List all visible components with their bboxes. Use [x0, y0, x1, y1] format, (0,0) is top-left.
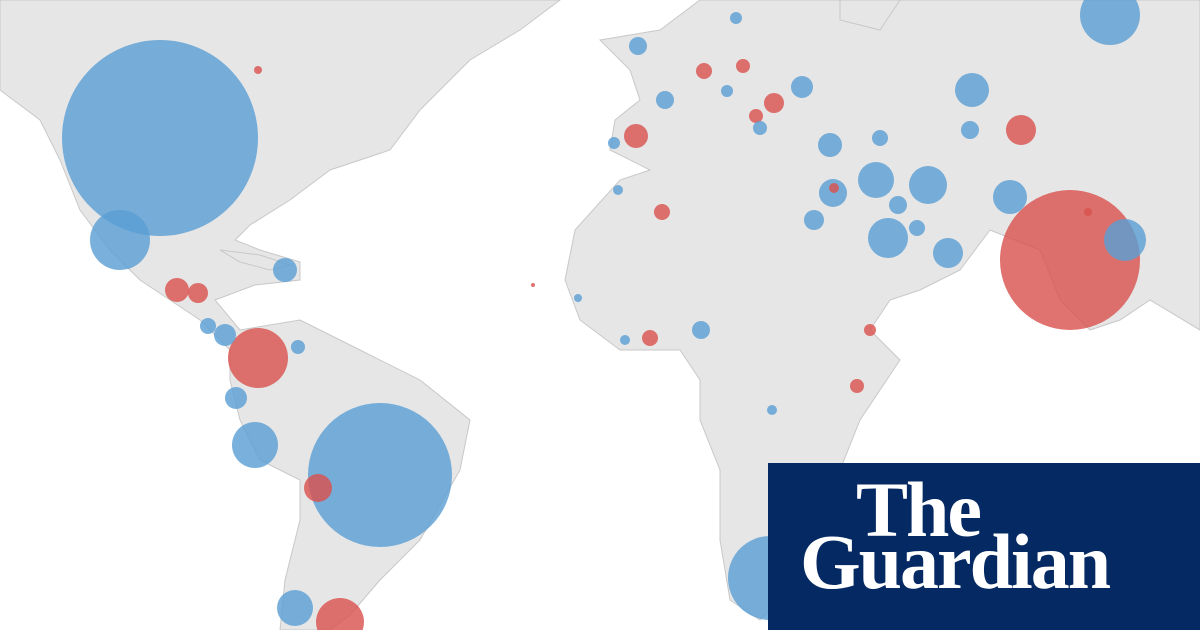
bubble	[955, 73, 989, 107]
bubble	[696, 63, 712, 79]
bubble	[620, 335, 630, 345]
bubble	[818, 133, 842, 157]
bubble	[1080, 0, 1140, 45]
bubble	[308, 403, 452, 547]
bubble	[1000, 190, 1140, 330]
bubble	[608, 137, 620, 149]
bubble	[656, 91, 674, 109]
bubble	[993, 180, 1027, 214]
bubble	[200, 318, 216, 334]
bubble	[62, 40, 258, 236]
bubble	[791, 76, 813, 98]
bubble	[749, 109, 763, 123]
bubble	[273, 258, 297, 282]
bubble	[304, 474, 332, 502]
bubble	[624, 124, 648, 148]
bubble	[232, 422, 278, 468]
bubble	[291, 340, 305, 354]
logo-line1: The	[856, 466, 980, 553]
bubble	[277, 590, 313, 626]
bubble	[316, 598, 364, 630]
bubble	[1084, 208, 1092, 216]
bubble	[858, 162, 894, 198]
bubble	[254, 66, 262, 74]
bubble	[1104, 219, 1146, 261]
bubble	[736, 59, 750, 73]
bubble	[872, 130, 888, 146]
bubble	[188, 283, 208, 303]
bubble	[909, 220, 925, 236]
bubble	[574, 294, 582, 302]
bubble	[864, 324, 876, 336]
bubble	[829, 183, 839, 193]
bubble	[654, 204, 670, 220]
bubble	[730, 12, 742, 24]
bubble	[889, 196, 907, 214]
bubble	[868, 218, 908, 258]
bubble	[764, 93, 784, 113]
bubble	[613, 185, 623, 195]
logo-line2: Guardian	[800, 518, 1111, 605]
bubble	[692, 321, 710, 339]
bubble	[819, 179, 847, 207]
bubble	[909, 166, 947, 204]
bubble	[1006, 115, 1036, 145]
bubble	[642, 330, 658, 346]
bubble	[225, 387, 247, 409]
bubble	[90, 210, 150, 270]
bubble	[214, 324, 236, 346]
bubble	[531, 283, 535, 287]
logo: The Guardian	[768, 463, 1200, 630]
bubble	[961, 121, 979, 139]
bubble	[767, 405, 777, 415]
bubble	[228, 328, 288, 388]
bubbles	[62, 0, 1146, 630]
bubble	[804, 210, 824, 230]
logo-background	[768, 463, 1200, 630]
bubble	[165, 278, 189, 302]
bubble	[850, 379, 864, 393]
bubble	[721, 85, 733, 97]
bubble	[753, 121, 767, 135]
bubble	[629, 37, 647, 55]
bubble	[933, 238, 963, 268]
